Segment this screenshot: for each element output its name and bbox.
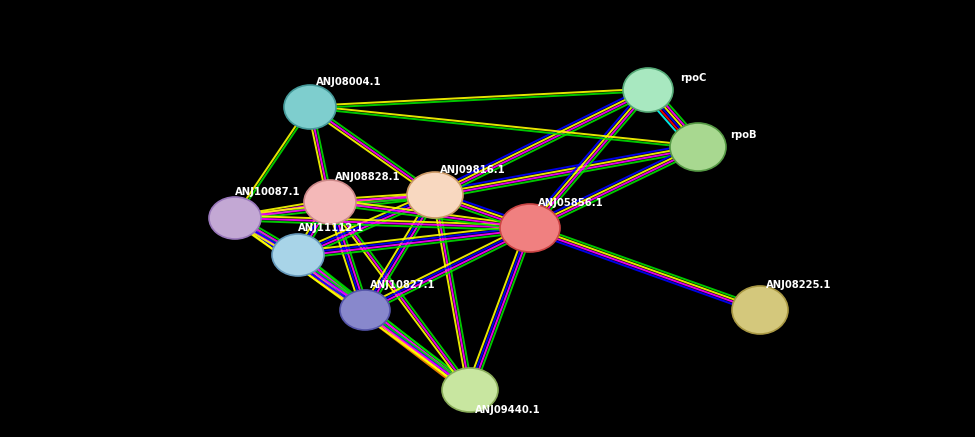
Ellipse shape xyxy=(732,286,788,334)
Text: ANJ10087.1: ANJ10087.1 xyxy=(235,187,300,197)
Text: rpoC: rpoC xyxy=(680,73,706,83)
Text: ANJ08225.1: ANJ08225.1 xyxy=(766,280,832,290)
Ellipse shape xyxy=(500,204,560,252)
Text: ANJ09816.1: ANJ09816.1 xyxy=(440,165,506,175)
Ellipse shape xyxy=(442,368,498,412)
Text: ANJ10827.1: ANJ10827.1 xyxy=(370,280,436,290)
Ellipse shape xyxy=(304,180,356,224)
Text: ANJ09440.1: ANJ09440.1 xyxy=(475,405,541,415)
Ellipse shape xyxy=(284,85,336,129)
Ellipse shape xyxy=(407,172,463,218)
Ellipse shape xyxy=(670,123,726,171)
Ellipse shape xyxy=(340,290,390,330)
Text: ANJ08828.1: ANJ08828.1 xyxy=(335,172,401,182)
Ellipse shape xyxy=(209,197,261,239)
Text: rpoB: rpoB xyxy=(730,130,757,140)
Ellipse shape xyxy=(272,234,324,276)
Ellipse shape xyxy=(623,68,673,112)
Text: ANJ08004.1: ANJ08004.1 xyxy=(316,77,381,87)
Text: ANJ11112.1: ANJ11112.1 xyxy=(298,223,365,233)
Text: ANJ05856.1: ANJ05856.1 xyxy=(538,198,604,208)
